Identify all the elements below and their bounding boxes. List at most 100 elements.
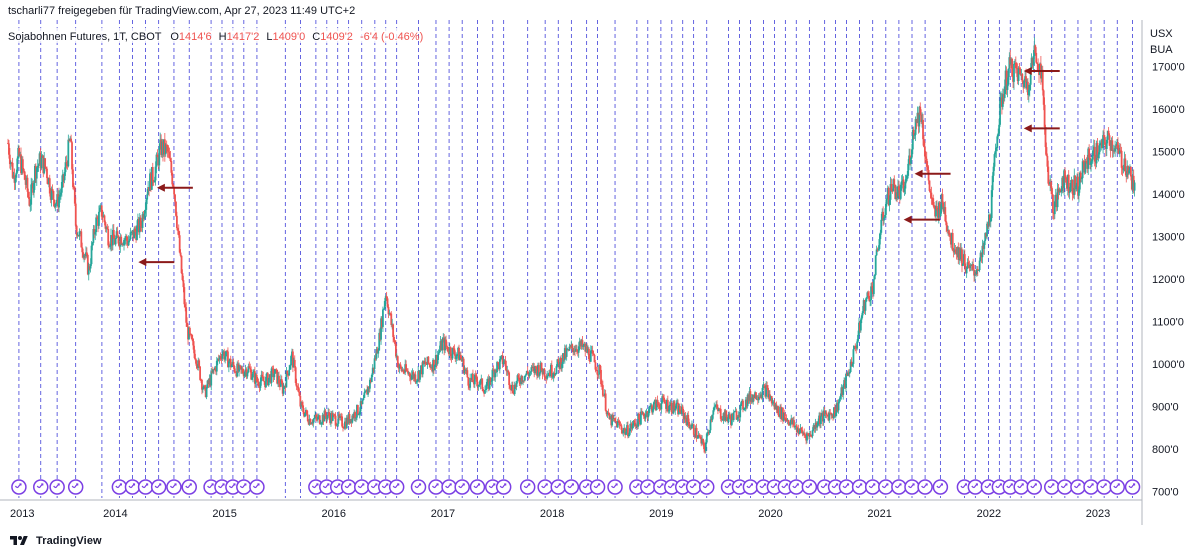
candle-body <box>279 383 281 387</box>
candle-body <box>1077 176 1079 196</box>
annotation-arrow-head[interactable] <box>138 258 147 267</box>
candle-body <box>102 215 105 218</box>
candle-body <box>467 377 470 386</box>
event-marker-glyph <box>1128 483 1136 489</box>
candle-body <box>415 381 418 383</box>
candle-body <box>932 198 935 206</box>
annotation-arrow-head[interactable] <box>1023 66 1032 75</box>
time-axis[interactable]: 2013 2014 2015 2016 2017 2018 2019 2020 2021 2022… <box>10 508 1110 520</box>
candle-body <box>940 194 943 210</box>
candle-body <box>198 360 201 367</box>
candle-body <box>337 414 340 424</box>
candle-body <box>45 167 47 169</box>
candle-body <box>553 372 556 375</box>
event-marker-glyph <box>1100 483 1107 489</box>
candle-body <box>753 394 756 399</box>
candle-body <box>847 372 850 374</box>
event-marker-glyph <box>311 483 319 489</box>
event-marker-glyph <box>792 483 799 489</box>
candle-body <box>916 112 919 123</box>
annotation-arrow-head[interactable] <box>156 183 165 192</box>
annotation-arrow-head[interactable] <box>914 169 923 178</box>
candle-body <box>304 413 306 417</box>
candle-body <box>145 199 148 210</box>
series-legend[interactable]: Sojabohnen Futures, 1T, CBOT O1414'6 H14… <box>8 31 423 43</box>
candle-body <box>267 377 270 386</box>
annotation-arrow-head[interactable] <box>1023 124 1032 133</box>
candle-body <box>780 406 782 419</box>
legend-high-value: 1417'2 <box>227 31 260 43</box>
candle-body <box>356 405 358 418</box>
chart-area[interactable]: 700'0 800'0 900'0 1000'0 1100'0 1200'0 1300'0 1… <box>0 20 1200 528</box>
candle-body <box>1001 97 1003 107</box>
candle-body <box>82 252 85 258</box>
footer-branding[interactable]: TradingView <box>8 534 102 548</box>
candle-body <box>361 400 364 405</box>
candle-body <box>344 421 347 429</box>
candle-body <box>590 350 593 351</box>
candle-body <box>114 237 117 245</box>
candle-body <box>555 366 558 375</box>
candle-body <box>981 245 984 258</box>
candle-body <box>192 341 195 350</box>
candle-body <box>7 143 9 144</box>
candle-body <box>930 192 933 198</box>
candle-body <box>898 190 901 199</box>
candlestick-chart-svg[interactable]: 700'0 800'0 900'0 1000'0 1100'0 1200'0 1300'0 1… <box>0 20 1200 528</box>
candle-body <box>159 139 162 148</box>
candle-body <box>796 428 799 433</box>
candle-body <box>122 243 124 246</box>
candle-body <box>1050 181 1052 189</box>
candle-body <box>173 187 176 195</box>
candle-body <box>292 359 295 368</box>
candle-body <box>640 411 642 425</box>
candle-body <box>750 397 753 402</box>
candle-body <box>627 425 629 437</box>
candle-body <box>959 247 962 260</box>
event-marker-glyph <box>567 483 574 489</box>
candle-body <box>1090 161 1092 165</box>
candle-body <box>846 372 849 376</box>
candle-body <box>1092 146 1095 151</box>
candle-body <box>827 414 830 421</box>
candle-body <box>1021 73 1024 82</box>
candle-body <box>737 415 740 419</box>
candle-body <box>702 438 704 443</box>
candle-body <box>861 311 864 316</box>
candle-body <box>1041 69 1044 91</box>
candle-body <box>305 409 308 415</box>
candle-body <box>453 348 456 355</box>
candle-body <box>1020 73 1023 75</box>
event-marker-glyph <box>554 483 561 489</box>
candle-body <box>18 147 21 156</box>
candle-body <box>907 163 910 176</box>
event-marker-glyph <box>1030 483 1037 489</box>
annotation-arrow-head[interactable] <box>903 215 912 224</box>
candle-body <box>281 383 284 394</box>
event-marker-glyph <box>239 483 247 489</box>
candle-body <box>23 171 26 180</box>
candle-body <box>1126 166 1129 177</box>
candle-body <box>941 194 944 203</box>
candle-body <box>821 412 824 422</box>
candle-body <box>513 384 516 395</box>
candle-body <box>1132 175 1135 191</box>
candle-body <box>116 231 119 236</box>
candle-body <box>1003 86 1006 99</box>
candle-body <box>245 369 248 377</box>
candle-body <box>476 381 479 387</box>
candle-body <box>1123 158 1126 170</box>
candle-body <box>675 403 678 409</box>
candle-body <box>183 287 186 305</box>
price-axis[interactable]: 700'0 800'0 900'0 1000'0 1100'0 1200'0 1300'0 1… <box>1152 62 1185 499</box>
candle-body <box>285 370 288 388</box>
candle-body <box>331 414 334 421</box>
candle-body <box>1004 70 1007 87</box>
candle-body <box>696 438 699 439</box>
candle-body <box>236 363 239 377</box>
candle-body <box>731 413 734 421</box>
candle-body <box>1067 174 1070 193</box>
candle-body <box>471 373 473 381</box>
candle-body <box>774 404 777 410</box>
candle-body <box>347 413 350 424</box>
